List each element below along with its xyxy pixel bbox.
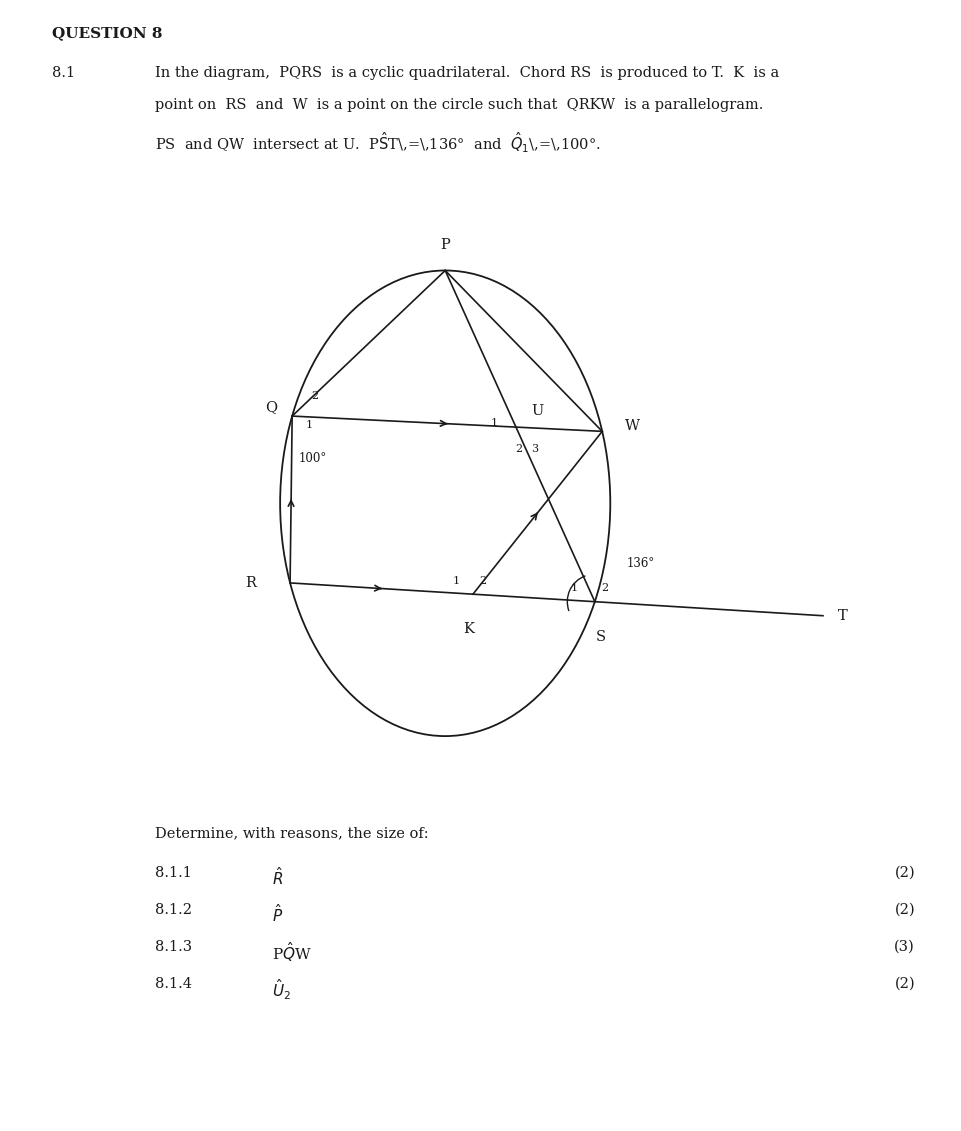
Text: P: P — [440, 238, 450, 252]
Text: 3: 3 — [530, 444, 537, 454]
Text: U: U — [530, 404, 543, 417]
Text: 8.1.3: 8.1.3 — [155, 940, 192, 955]
Text: Determine, with reasons, the size of:: Determine, with reasons, the size of: — [155, 826, 429, 840]
Text: K: K — [463, 622, 474, 636]
Text: 136°: 136° — [627, 556, 654, 570]
Text: QUESTION 8: QUESTION 8 — [52, 26, 162, 40]
Text: 100°: 100° — [299, 451, 327, 465]
Text: S: S — [595, 630, 604, 644]
Text: (2): (2) — [894, 866, 914, 880]
Text: 8.1.1: 8.1.1 — [155, 866, 191, 880]
Text: 2: 2 — [480, 576, 486, 586]
Text: 8.1.4: 8.1.4 — [155, 977, 192, 991]
Text: $\hat{R}$: $\hat{R}$ — [272, 866, 283, 888]
Text: PS  and QW  intersect at U.  P$\mathsf{\hat{S}}$T\,=\,136°  and  $\hat{Q}_1$\,=\: PS and QW intersect at U. P$\mathsf{\hat… — [155, 130, 600, 155]
Text: 1: 1 — [306, 421, 312, 430]
Text: In the diagram,  PQRS  is a cyclic quadrilateral.  Chord RS  is produced to T.  : In the diagram, PQRS is a cyclic quadril… — [155, 66, 778, 80]
Text: 2: 2 — [310, 391, 317, 400]
Text: (2): (2) — [894, 977, 914, 991]
Text: (2): (2) — [894, 903, 914, 917]
Text: T: T — [837, 608, 847, 623]
Text: 2: 2 — [514, 444, 522, 454]
Text: P$\hat{Q}$W: P$\hat{Q}$W — [272, 940, 311, 964]
Text: (3): (3) — [894, 940, 914, 955]
Text: 1: 1 — [490, 417, 497, 428]
Text: 1: 1 — [453, 576, 459, 586]
Text: $\hat{P}$: $\hat{P}$ — [272, 903, 283, 925]
Text: point on  RS  and  W  is a point on the circle such that  QRKW  is a parallelogr: point on RS and W is a point on the circ… — [155, 98, 763, 112]
Text: 1: 1 — [570, 584, 578, 594]
Text: Q: Q — [265, 399, 277, 414]
Text: R: R — [245, 576, 257, 590]
Text: 8.1.2: 8.1.2 — [155, 903, 192, 917]
Text: 2: 2 — [601, 584, 608, 594]
Text: 8.1: 8.1 — [52, 66, 75, 80]
Text: W: W — [624, 418, 639, 433]
Text: $\hat{U}_2$: $\hat{U}_2$ — [272, 977, 290, 1002]
